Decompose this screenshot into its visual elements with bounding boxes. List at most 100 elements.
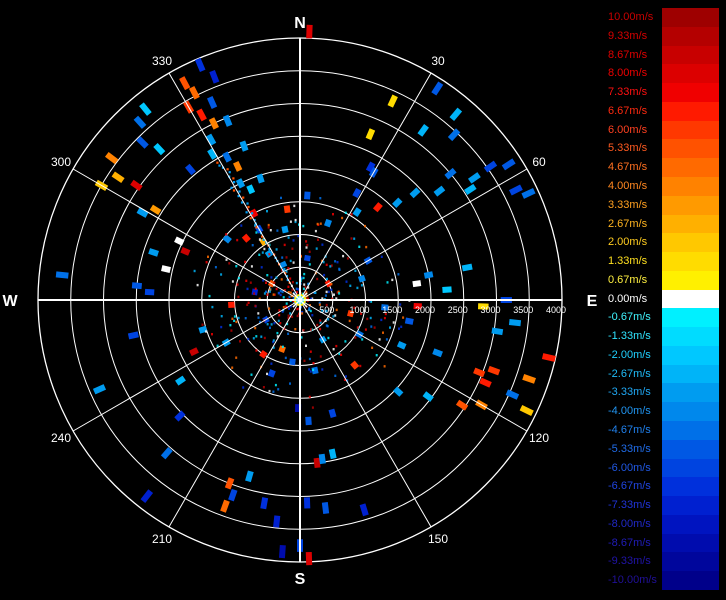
velocity-gate xyxy=(324,218,332,228)
velocity-gate xyxy=(372,202,383,213)
center-star-ray xyxy=(292,299,301,308)
clutter-speck xyxy=(281,256,284,259)
clutter-speck xyxy=(207,255,209,258)
clutter-speck xyxy=(319,197,322,200)
clutter-speck xyxy=(272,340,275,344)
velocity-gate xyxy=(239,140,249,152)
clutter-speck xyxy=(300,336,303,339)
clutter-speck xyxy=(259,320,262,324)
legend-swatch xyxy=(662,8,719,28)
clutter-speck xyxy=(237,195,240,198)
clutter-speck xyxy=(317,238,319,241)
clutter-speck xyxy=(350,237,353,240)
clutter-speck xyxy=(360,284,363,287)
azimuth-spoke xyxy=(299,299,432,528)
velocity-gate xyxy=(131,282,143,290)
clutter-speck xyxy=(205,330,208,333)
clutter-speck xyxy=(296,314,299,318)
clutter-speck xyxy=(289,382,291,385)
legend-entry: 6.67m/s xyxy=(605,101,721,122)
legend-swatch xyxy=(662,496,719,516)
clutter-speck xyxy=(238,190,241,193)
clutter-speck xyxy=(228,262,231,265)
clutter-speck xyxy=(300,277,303,281)
clutter-speck xyxy=(330,282,333,286)
velocity-gate xyxy=(479,377,492,388)
velocity-gate xyxy=(303,254,311,262)
clutter-speck xyxy=(236,238,239,242)
clutter-speck xyxy=(335,308,338,312)
clutter-speck xyxy=(303,359,306,362)
clutter-speck xyxy=(296,291,298,294)
clutter-speck xyxy=(276,335,279,338)
legend-entry: -4.00m/s xyxy=(605,402,721,422)
clutter-speck xyxy=(291,315,294,318)
clutter-speck xyxy=(319,222,322,225)
velocity-gate xyxy=(311,366,319,375)
velocity-gate xyxy=(160,447,173,460)
clutter-speck xyxy=(257,312,260,315)
clutter-speck xyxy=(397,273,400,276)
clutter-speck xyxy=(285,302,288,305)
clutter-speck xyxy=(302,287,305,290)
clutter-speck xyxy=(285,256,288,259)
legend-swatch xyxy=(662,101,719,122)
clutter-speck xyxy=(258,253,261,256)
clutter-speck xyxy=(302,329,305,332)
clutter-speck xyxy=(236,283,239,286)
velocity-gate xyxy=(228,488,238,502)
clutter-speck xyxy=(342,254,345,258)
velocity-gate xyxy=(392,197,403,208)
legend-label: 2.00m/s xyxy=(608,236,648,249)
velocity-gate xyxy=(185,163,196,176)
clutter-speck xyxy=(250,373,253,376)
velocity-gate xyxy=(417,124,429,137)
cardinal-label: S xyxy=(295,571,306,588)
legend-label: -3.33m/s xyxy=(608,386,651,399)
clutter-speck xyxy=(344,211,347,214)
clutter-speck xyxy=(330,264,333,267)
clutter-speck xyxy=(266,210,268,213)
clutter-speck xyxy=(288,295,291,299)
clutter-speck xyxy=(232,177,235,180)
clutter-speck xyxy=(278,314,281,317)
clutter-speck xyxy=(331,297,333,300)
clutter-speck xyxy=(287,285,290,288)
clutter-speck xyxy=(348,319,351,323)
clutter-speck xyxy=(386,281,389,284)
legend-swatch xyxy=(662,233,719,253)
clutter-speck xyxy=(371,346,374,349)
legend-label: -4.00m/s xyxy=(608,405,651,418)
clutter-speck xyxy=(289,277,292,280)
legend-label: -8.67m/s xyxy=(608,536,651,549)
velocity-gate xyxy=(139,102,152,116)
clutter-speck xyxy=(266,274,269,277)
velocity-gate xyxy=(461,263,473,272)
clutter-speck xyxy=(242,196,245,199)
velocity-gate xyxy=(519,404,534,417)
clutter-speck xyxy=(268,247,271,251)
legend-entry: 10.00m/s xyxy=(605,8,721,28)
legend-label: -5.33m/s xyxy=(608,442,651,455)
velocity-gate xyxy=(278,544,286,559)
clutter-speck xyxy=(285,270,288,273)
clutter-speck xyxy=(322,260,325,264)
clutter-speck xyxy=(324,319,327,322)
clutter-speck xyxy=(260,335,263,338)
clutter-speck xyxy=(250,265,253,268)
velocity-gate xyxy=(396,340,407,350)
clutter-speck xyxy=(237,316,240,320)
clutter-speck xyxy=(245,279,248,282)
velocity-gate xyxy=(105,152,119,165)
clutter-speck xyxy=(283,243,286,247)
azimuth-label: 120 xyxy=(529,431,549,445)
clutter-speck xyxy=(254,326,257,330)
clutter-speck xyxy=(308,306,311,310)
clutter-speck xyxy=(269,229,272,232)
clutter-speck xyxy=(338,352,341,356)
clutter-speck xyxy=(289,305,292,308)
clutter-speck xyxy=(309,350,312,353)
clutter-speck xyxy=(327,290,330,294)
clutter-speck xyxy=(211,333,213,336)
legend-swatch xyxy=(662,421,719,441)
